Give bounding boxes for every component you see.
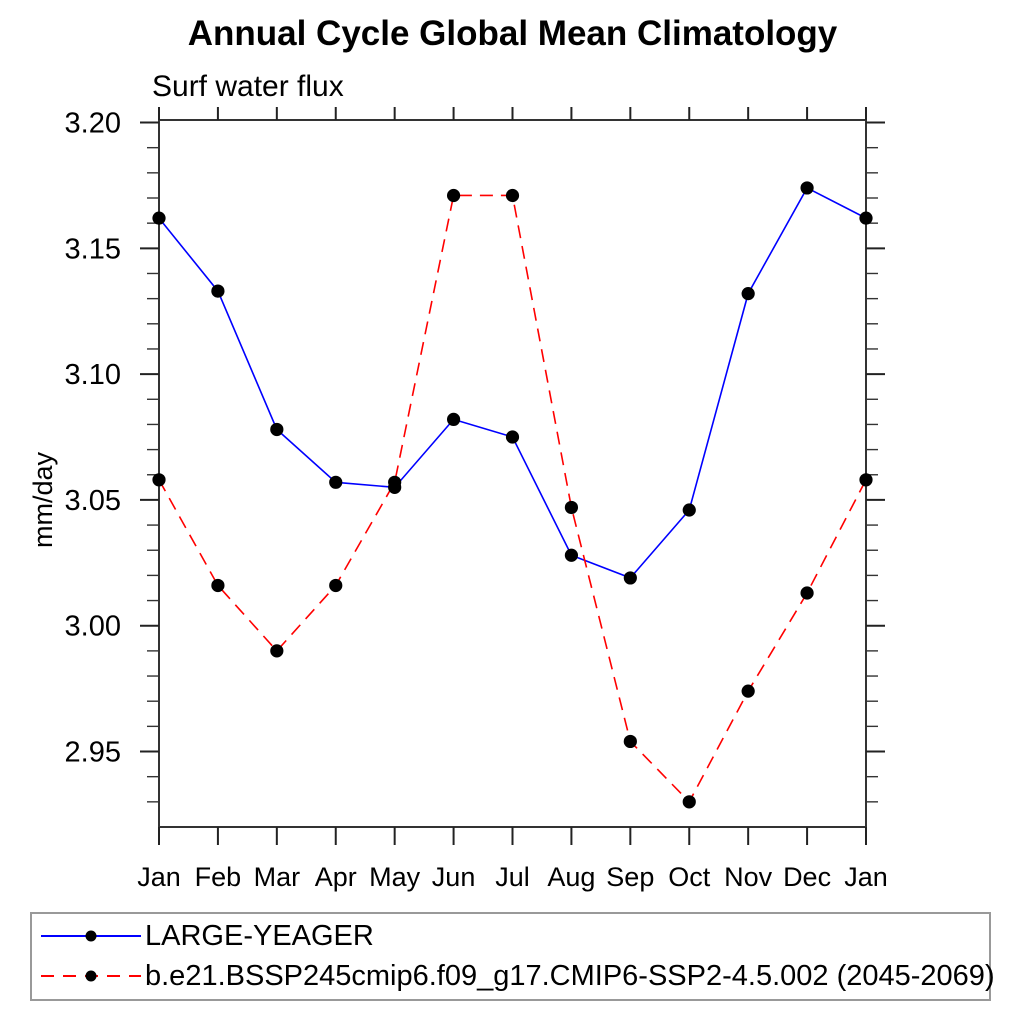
data-point-s0-Dec	[800, 181, 814, 195]
legend-label: b.e21.BSSP245cmip6.f09_g17.CMIP6-SSP2-4.…	[145, 959, 995, 992]
x-tick-label: Jan	[844, 862, 888, 892]
x-tick-label: Jun	[432, 862, 476, 892]
legend-dot-marker	[85, 970, 97, 982]
data-point-s1-Mar	[270, 644, 284, 658]
x-tick-label: Oct	[668, 862, 711, 892]
y-tick-label: 3.00	[65, 611, 121, 643]
data-point-s1-Feb	[211, 578, 225, 593]
data-point-s0-Mar	[270, 422, 284, 437]
x-tick-label: Mar	[254, 862, 301, 892]
y-tick-label: 2.95	[65, 737, 121, 769]
plot-frame	[158, 119, 867, 828]
legend-key-solid-line	[41, 930, 141, 942]
x-tick-label: Apr	[315, 862, 357, 892]
series-line-0	[158, 186, 867, 579]
x-tick-label: Dec	[783, 862, 831, 892]
x-tick-label: Sep	[606, 862, 654, 892]
chart-title: Annual Cycle Global Mean Climatology	[187, 14, 838, 53]
y-tick-label: 3.15	[65, 233, 121, 265]
series-line-1	[158, 194, 867, 804]
x-tick-label: Nov	[724, 862, 773, 892]
data-point-s1-Jul	[505, 188, 520, 203]
data-point-s1-Jan	[152, 473, 166, 487]
data-point-s1-Nov	[741, 684, 755, 698]
x-tick-label: May	[369, 862, 421, 892]
data-point-s0-Oct	[682, 503, 696, 517]
legend-key-dashed-line	[41, 970, 141, 982]
legend-dot-marker	[85, 930, 97, 942]
data-point-s0-Apr	[329, 475, 343, 489]
data-point-s0-Nov	[741, 287, 755, 301]
data-point-s0-Feb	[211, 284, 225, 298]
y-tick-label: 3.05	[65, 485, 121, 517]
data-point-s1-Dec	[800, 586, 814, 600]
legend-item-cmip6-ssp2: b.e21.BSSP245cmip6.f09_g17.CMIP6-SSP2-4.…	[40, 959, 995, 993]
data-point-s1-Sep	[623, 734, 637, 749]
data-point-s1-May	[388, 475, 402, 489]
legend-box: LARGE-YEAGER b.e21.BSSP245cmip6.f09_g17.…	[30, 912, 995, 1001]
data-point-s1-Apr	[329, 578, 343, 593]
data-point-s0-Jun	[446, 412, 461, 427]
y-tick-label: 3.20	[65, 108, 121, 140]
data-point-s1-Jun	[446, 188, 461, 203]
x-tick-label: Feb	[195, 862, 242, 892]
legend-item-large-yeager: LARGE-YEAGER	[40, 919, 374, 953]
data-point-s0-Jul	[505, 430, 520, 444]
data-point-s1-Oct	[682, 795, 696, 809]
data-point-s1-Aug	[564, 500, 579, 515]
data-point-s0-Sep	[623, 571, 637, 585]
data-point-s0-Aug	[564, 548, 579, 562]
data-point-s1-Jan	[859, 473, 873, 487]
y-tick-label: 3.10	[65, 359, 121, 391]
data-point-s0-Jan	[152, 211, 166, 225]
x-tick-label: Jul	[495, 862, 530, 892]
data-point-s0-Jan	[859, 211, 873, 225]
chart-subtitle: Surf water flux	[152, 70, 344, 103]
x-tick-label: Aug	[547, 862, 595, 892]
x-tick-label: Jan	[137, 862, 181, 892]
legend-label: LARGE-YEAGER	[145, 919, 374, 952]
